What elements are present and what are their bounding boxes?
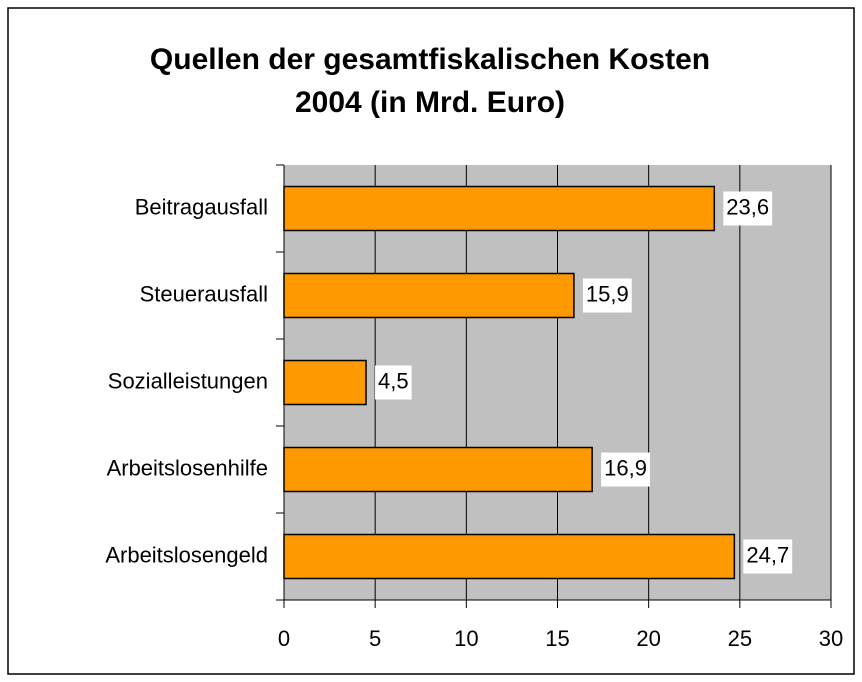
- x-tick-label: 5: [369, 626, 381, 651]
- data-label-background: [743, 539, 793, 574]
- data-label: 15,9: [586, 281, 629, 306]
- y-tick-label: Arbeitslosengeld: [105, 542, 268, 567]
- data-label-background: [375, 365, 412, 400]
- x-tick-label: 15: [545, 626, 569, 651]
- y-tick-label: Steuerausfall: [140, 281, 268, 306]
- bar: [283, 446, 593, 493]
- bar: [283, 185, 716, 232]
- data-label: 16,9: [604, 455, 647, 480]
- y-tick-label: Arbeitslosenhilfe: [107, 455, 268, 480]
- data-label-background: [601, 452, 650, 487]
- bar: [283, 533, 736, 580]
- chart-title: Quellen der gesamtfiskalischen Kosten 20…: [149, 43, 711, 119]
- x-tick-label: 0: [278, 626, 290, 651]
- x-tick-label: 10: [454, 626, 478, 651]
- data-label: 24,7: [746, 542, 789, 567]
- data-label-background: [723, 191, 773, 226]
- x-tick-label: 20: [636, 626, 660, 651]
- y-tick-label: Sozialleistungen: [108, 368, 268, 393]
- data-label: 4,5: [378, 368, 409, 393]
- bar: [283, 359, 367, 406]
- data-label-background: [582, 278, 632, 313]
- data-label: 23,6: [726, 194, 769, 219]
- x-tick-label: 25: [728, 626, 752, 651]
- bar: [283, 272, 575, 319]
- x-tick-label: 30: [819, 626, 843, 651]
- y-tick-label: Beitragausfall: [135, 194, 268, 219]
